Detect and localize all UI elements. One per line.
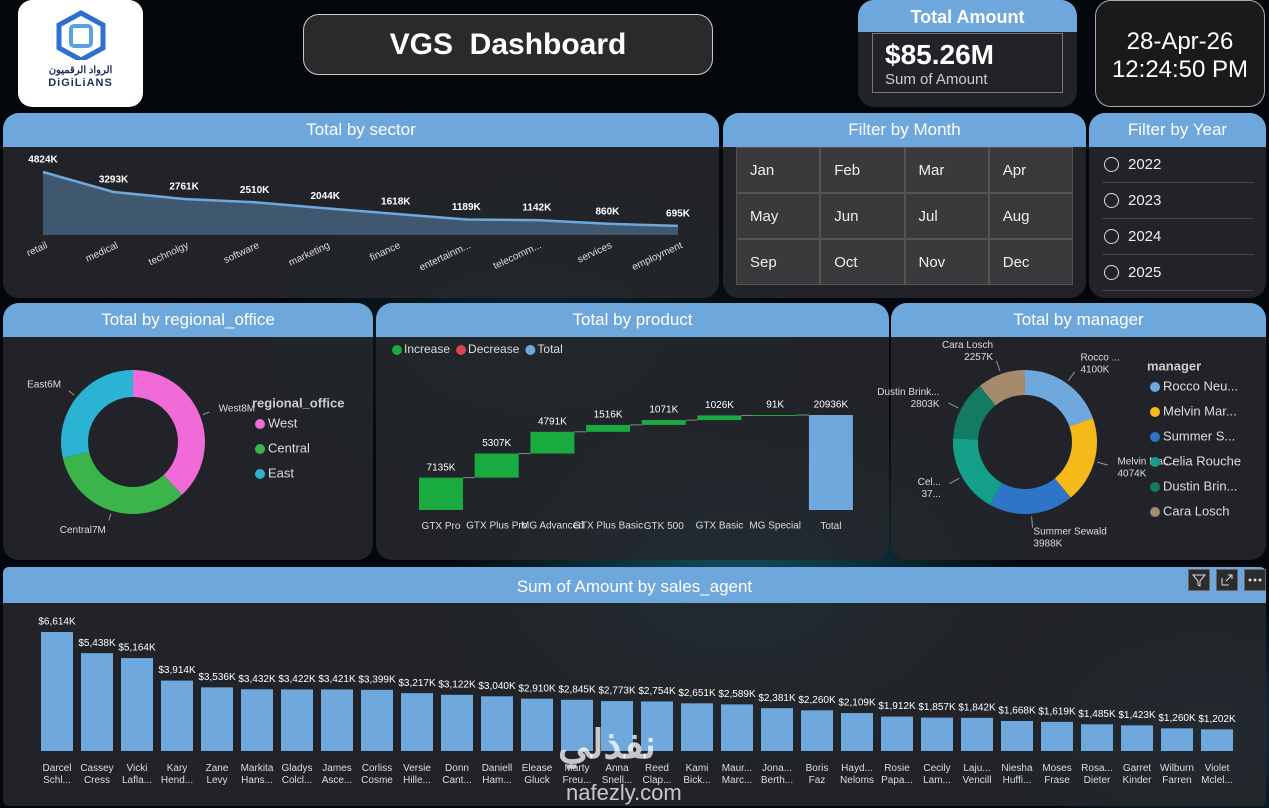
month-option[interactable]: Jan	[736, 147, 821, 193]
x-tick-label: Rosa... Dieter	[1081, 763, 1113, 786]
x-tick-label: James Asce...	[321, 763, 353, 786]
x-tick-label: Versie Hille...	[403, 763, 431, 786]
year-option[interactable]: 2025	[1102, 255, 1254, 291]
date-box: 28-Apr-26 12:24:50 PM	[1095, 0, 1265, 107]
agent-panel: Sum of Amount by sales_agent	[3, 567, 1266, 806]
x-tick-label: Hayd... Neloms	[840, 763, 874, 786]
x-tick-label: Jona... Berth...	[760, 763, 794, 786]
year-filter: Filter by Year 2022 2023 2024 2025	[1089, 113, 1266, 298]
time: 12:24:50 PM	[1111, 56, 1249, 83]
year-label: 2022	[1128, 156, 1162, 173]
year-label: 2025	[1128, 264, 1162, 281]
product-panel: Total by product	[376, 303, 889, 560]
x-tick-label: Maur... Marc...	[721, 763, 753, 786]
dashboard-title: VGS Dashboard	[389, 27, 627, 61]
more-icon[interactable]	[1244, 569, 1266, 591]
panel-title: Sum of Amount by sales_agent	[3, 567, 1266, 603]
radio	[1104, 265, 1119, 280]
month-option[interactable]: Feb	[820, 147, 905, 193]
x-tick-label: Rosie Papa...	[881, 763, 913, 786]
x-tick-label: Daniell Ham...	[481, 763, 513, 786]
x-tick-label: Gladys Colcl...	[281, 763, 313, 786]
year-option[interactable]: 2024	[1102, 219, 1254, 255]
x-tick-label: Cassey Cress	[80, 763, 114, 786]
logo-arabic: الرواد الرقميون	[48, 65, 113, 76]
year-label: 2024	[1128, 228, 1162, 245]
x-tick-label: Wilburn Farren	[1160, 763, 1194, 786]
watermark-arabic: نفذلي	[558, 723, 656, 767]
month-grid: Jan Feb Mar Apr May Jun Jul Aug Sep Oct Nov Dec	[736, 147, 1073, 285]
x-tick-label: Corliss Cosme	[361, 763, 393, 786]
kpi-card: Total Amount $85.26M Sum of Amount	[858, 0, 1077, 107]
x-tick-label: Vicki Lafla...	[121, 763, 153, 786]
radio	[1104, 193, 1119, 208]
year-label: 2023	[1128, 192, 1162, 209]
card-box: $85.26M Sum of Amount	[872, 33, 1063, 93]
logo-icon	[56, 10, 105, 63]
month-option[interactable]: Apr	[988, 147, 1073, 193]
x-tick-label: Donn Cant...	[442, 763, 472, 786]
x-tick-label: Kami Bick...	[683, 763, 711, 786]
focus-icon[interactable]	[1216, 569, 1238, 591]
logo-name: DiGiLiANS	[48, 77, 113, 89]
x-tick-label: Moses Frase	[1042, 763, 1072, 786]
panel-title: Total by product	[376, 303, 889, 337]
radio	[1104, 157, 1119, 172]
month-option[interactable]: Jun	[820, 193, 905, 239]
x-tick-label: Elease Gluck	[521, 763, 553, 786]
filter-title: Filter by Year	[1089, 113, 1266, 147]
year-option[interactable]: 2022	[1102, 147, 1254, 183]
x-tick-label: Marty Freu...	[562, 763, 592, 786]
month-option[interactable]: Sep	[736, 239, 821, 285]
year-list: 2022 2023 2024 2025	[1102, 147, 1254, 291]
year-option[interactable]: 2023	[1102, 183, 1254, 219]
x-tick-label: Zane Levy	[205, 763, 229, 786]
manager-panel: Total by manager	[891, 303, 1266, 560]
x-tick-label: Kary Hend...	[160, 763, 194, 786]
month-filter: Filter by Month Jan Feb Mar Apr May Jun Jul Aug…	[723, 113, 1086, 298]
x-tick-label: Darcel Schl...	[42, 763, 72, 786]
card-label: Sum of Amount	[885, 71, 988, 88]
watermark-latin: nafezly.com	[566, 780, 682, 805]
month-option[interactable]: Dec	[988, 239, 1073, 285]
x-tick-label: Markita Hans...	[240, 763, 274, 786]
x-tick-label: Anna Snell...	[601, 763, 633, 786]
radio	[1104, 229, 1119, 244]
filter-title: Filter by Month	[723, 113, 1086, 147]
month-option[interactable]: Nov	[904, 239, 989, 285]
regional-panel: Total by regional_office	[3, 303, 373, 560]
card-title: Total Amount	[858, 0, 1077, 32]
month-option[interactable]: Mar	[904, 147, 989, 193]
month-option[interactable]: May	[736, 193, 821, 239]
panel-title: Total by regional_office	[3, 303, 373, 337]
month-option[interactable]: Jul	[904, 193, 989, 239]
card-value: $85.26M	[885, 39, 994, 70]
date: 28-Apr-26	[1126, 28, 1234, 55]
month-option[interactable]: Aug	[988, 193, 1073, 239]
panel-title: Total by manager	[891, 303, 1266, 337]
x-tick-label: Niesha Huffi...	[1001, 763, 1033, 786]
x-tick-label: Violet Mclel...	[1201, 763, 1233, 786]
title-box: VGS Dashboard	[303, 14, 713, 75]
x-tick-label: Cecily Lam...	[923, 763, 951, 786]
x-tick-label: Boris Faz	[805, 763, 829, 786]
panel-title: Total by sector	[3, 113, 719, 147]
filter-icon[interactable]	[1188, 569, 1210, 591]
x-tick-label: Laju... Vencill	[962, 763, 992, 786]
sector-panel: Total by sector	[3, 113, 719, 298]
month-option[interactable]: Oct	[820, 239, 905, 285]
x-tick-label: Garret Kinder	[1122, 763, 1152, 786]
logo: الرواد الرقميون DiGiLiANS	[18, 0, 143, 107]
x-tick-label: Reed Clap...	[642, 763, 672, 786]
